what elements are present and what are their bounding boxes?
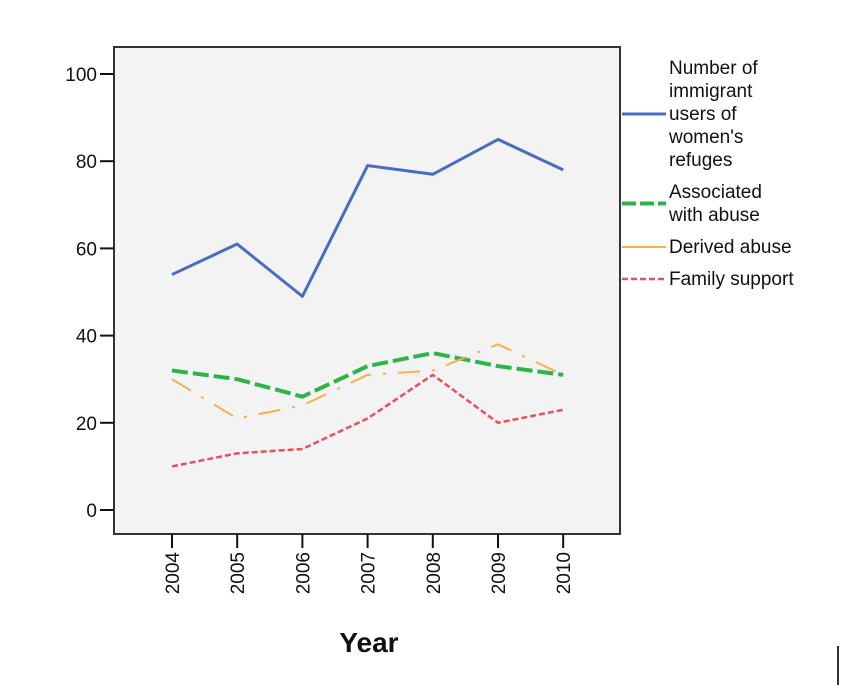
legend-label: women's: [668, 127, 743, 148]
y-tick-label: 0: [86, 501, 97, 522]
x-axis-title: Year: [339, 627, 398, 658]
series-line-3: [171, 373, 564, 468]
x-tick-label: 2005: [228, 552, 249, 594]
x-tick-label: 2004: [163, 552, 184, 595]
y-tick-label: 20: [76, 414, 97, 435]
legend-label: refuges: [669, 150, 732, 171]
y-tick-label: 40: [76, 327, 97, 348]
y-tick-label: 60: [76, 239, 97, 260]
legend-label: immigrant: [669, 81, 753, 102]
legend-item-2: Derived abuse: [622, 237, 792, 258]
x-tick-label: 2007: [359, 552, 380, 594]
series-line-2: [171, 343, 564, 420]
series-layer: [171, 137, 564, 468]
y-axis: 0 20 40 60 80 100: [65, 65, 114, 522]
y-tick-label: 100: [65, 65, 97, 86]
legend-item-3: Family support: [622, 269, 794, 290]
legend-label: Family support: [669, 269, 794, 290]
plot-area: [113, 46, 621, 535]
x-axis: 2004 2005 2006 2007 2008 2009 2010: [163, 534, 575, 594]
legend-label: Number of: [669, 58, 758, 79]
series-line-0: [171, 137, 564, 298]
x-tick-label: 2006: [293, 552, 314, 594]
legend-label: Derived abuse: [669, 237, 792, 258]
x-tick-label: 2010: [554, 552, 575, 594]
x-tick-label: 2008: [424, 552, 445, 594]
legend-label: with abuse: [668, 205, 760, 226]
y-tick-label: 80: [76, 152, 97, 173]
legend-label: Associated: [669, 182, 762, 203]
legend-label: users of: [669, 104, 737, 125]
series-line-1: [171, 351, 564, 399]
x-tick-label: 2009: [489, 552, 510, 594]
